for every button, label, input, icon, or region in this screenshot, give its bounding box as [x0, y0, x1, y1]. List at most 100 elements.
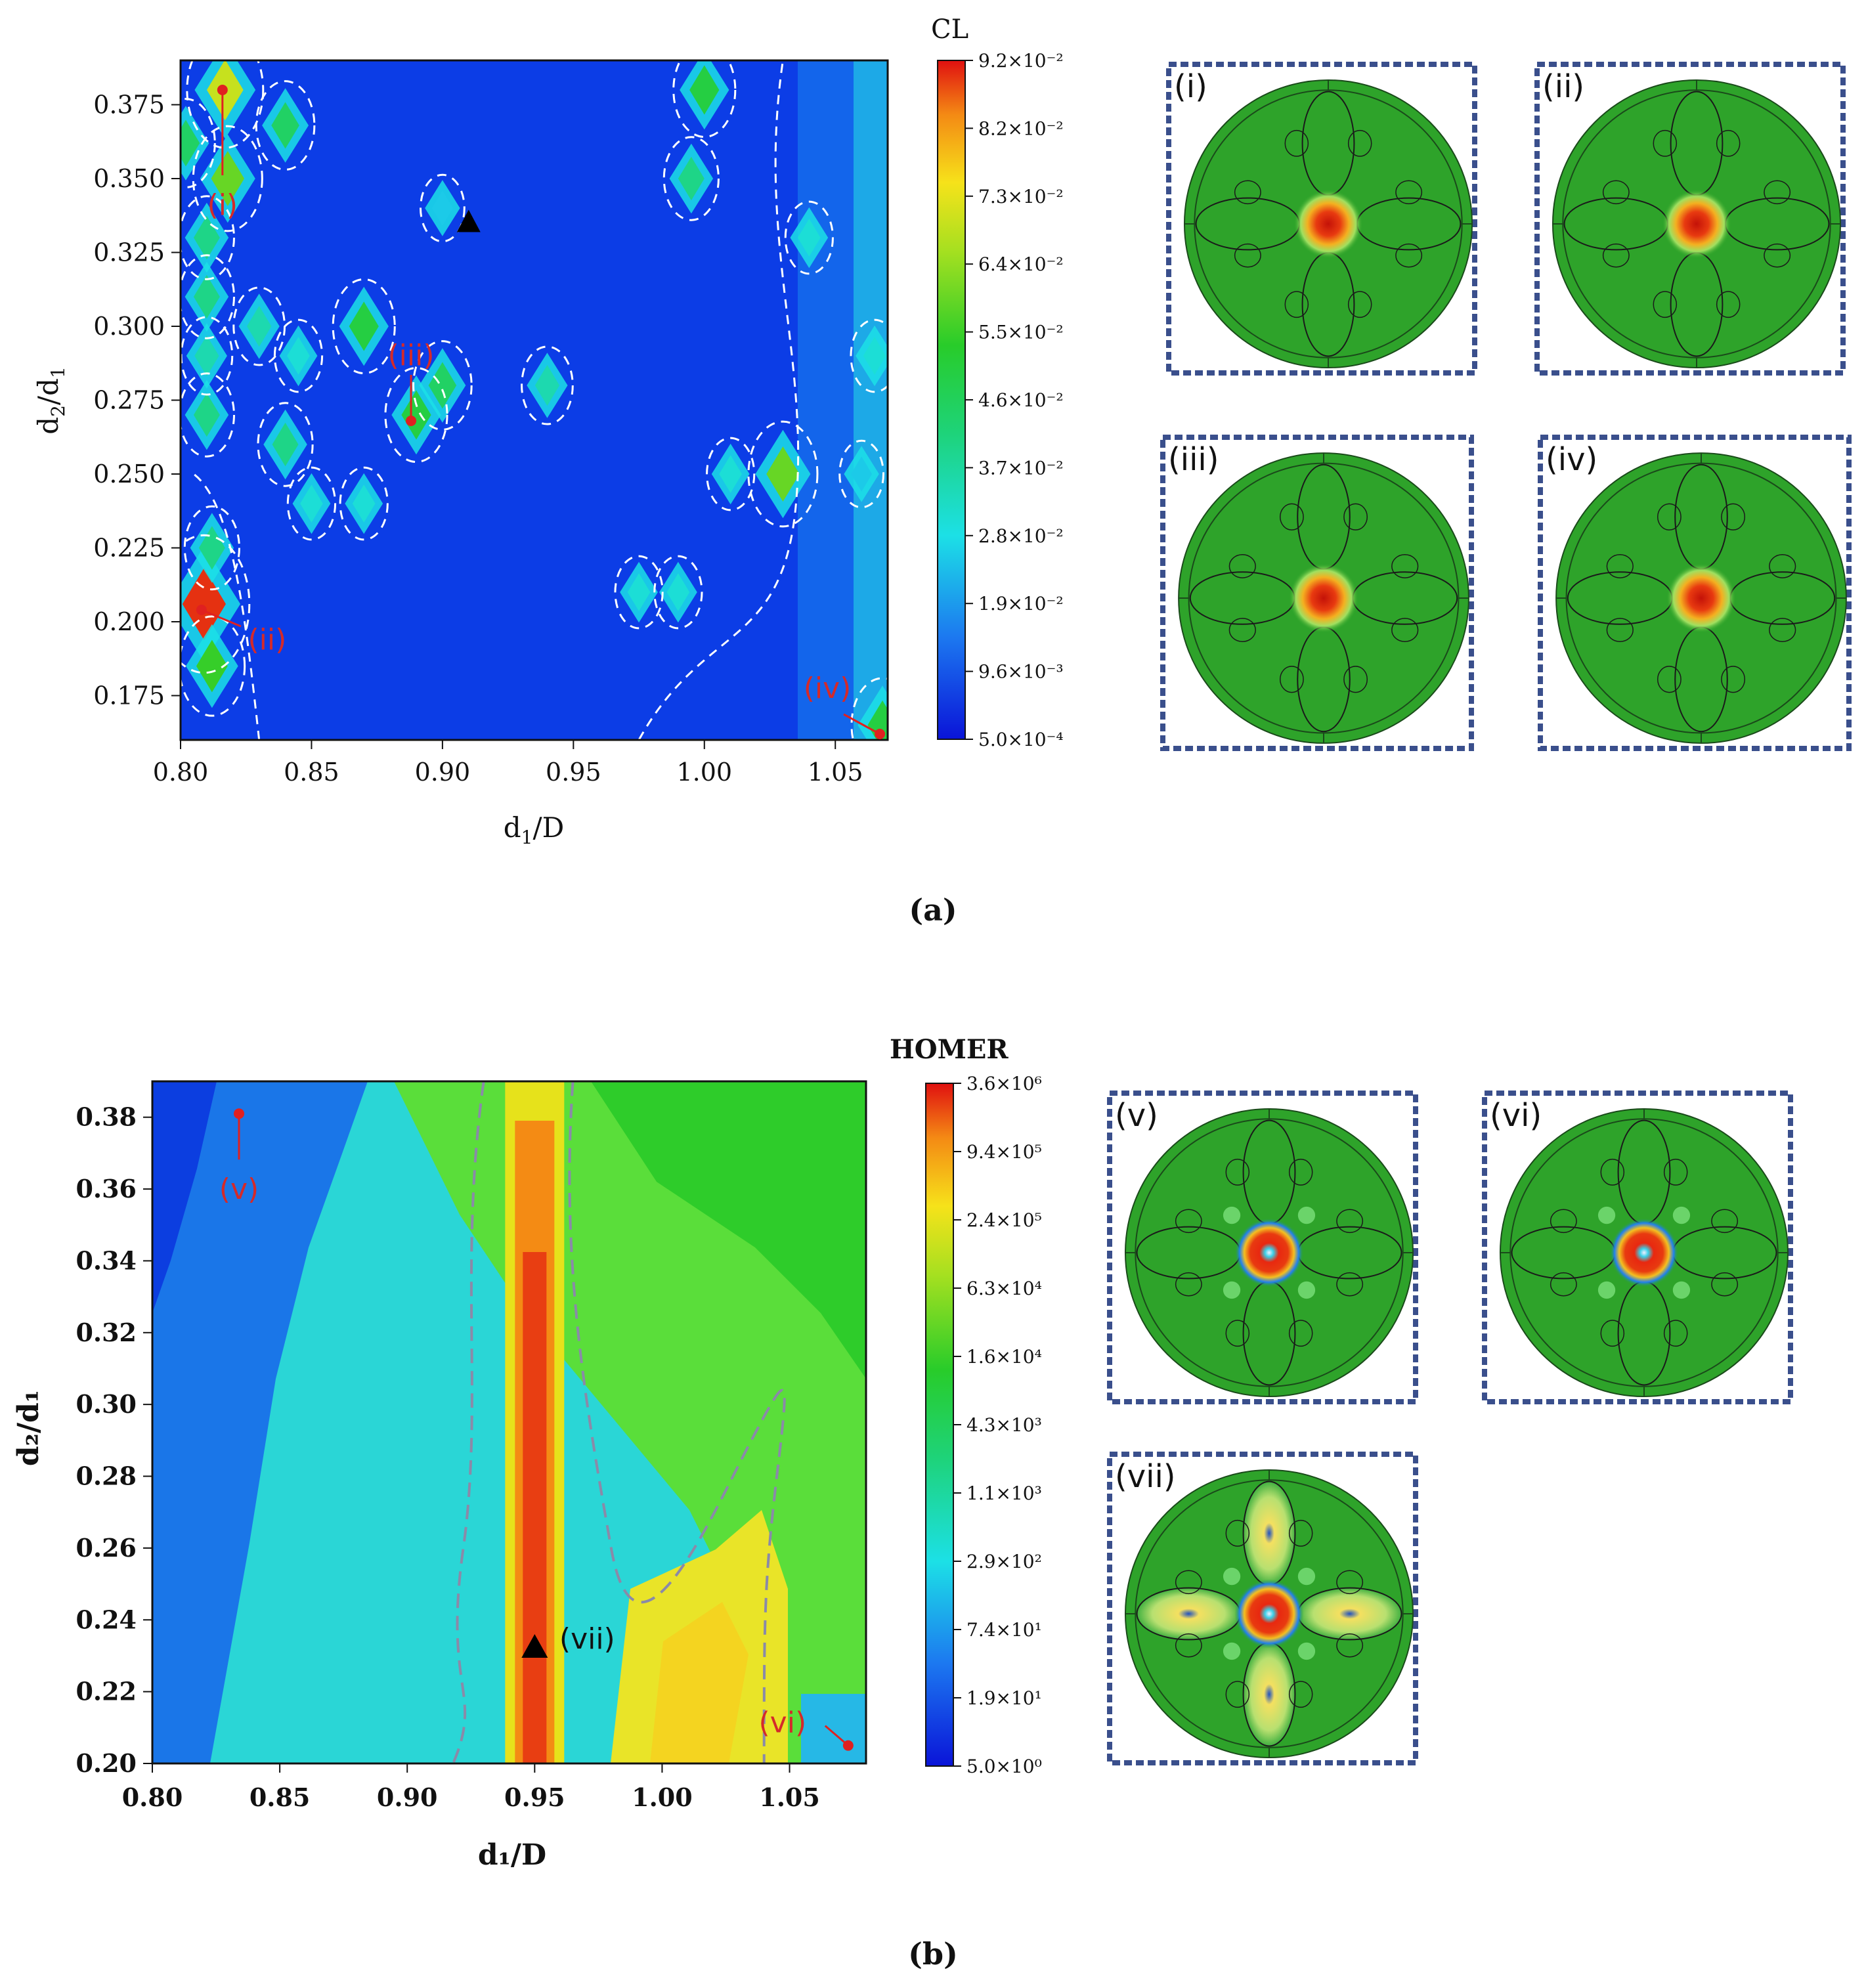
- mode-inset-2: (ii): [1534, 62, 1846, 376]
- colorbar-a-tick-label: 5.0×10⁻⁴: [978, 729, 1064, 750]
- contour-a-22: [653, 555, 703, 630]
- heatmap-b-ridge: [505, 1081, 565, 1763]
- y-tick-label-b: 0.24: [76, 1605, 137, 1634]
- nested-ellipse: [1716, 291, 1741, 318]
- x-axis-a: 0.80 0.85 0.90 0.95 1.00 1.05: [153, 740, 863, 787]
- nested-ellipse: [1711, 1272, 1739, 1297]
- y-axis-label-a: d2/d1: [32, 366, 69, 435]
- nested-ellipse: [1336, 1570, 1364, 1595]
- nested-ellipse: [1175, 1272, 1202, 1297]
- annotation-label-a: (ii): [248, 623, 287, 657]
- nested-ellipse: [1288, 1320, 1313, 1347]
- nested-ellipse: [1279, 666, 1304, 693]
- annotation-arrow-a: [843, 713, 880, 735]
- nested-ellipse: [1602, 243, 1630, 268]
- contour-a-26: [747, 420, 819, 528]
- nested-ellipse: [1225, 1519, 1250, 1547]
- colorbar-a-tick-label: 6.4×10⁻²: [978, 253, 1064, 275]
- nested-ellipse: [1175, 1633, 1202, 1658]
- y-tick-label-b: 0.28: [76, 1461, 137, 1491]
- nested-ellipse: [1336, 1272, 1364, 1297]
- y-tick-label-b: 0.36: [76, 1174, 137, 1203]
- inset-label: (i): [1174, 68, 1207, 105]
- mode-inset-6: (vi): [1482, 1091, 1793, 1404]
- y-tick-label-b: 0.22: [76, 1677, 137, 1706]
- mode-inset-3: (iii): [1160, 435, 1474, 751]
- hotspot-a-28: [851, 456, 873, 492]
- nested-ellipse: [1769, 618, 1796, 643]
- x-tick-label-a: 1.05: [808, 758, 863, 787]
- hotspot-a-2: [211, 150, 245, 207]
- hotspot-a-18: [182, 567, 226, 641]
- y-tick-label-a: 0.250: [93, 460, 165, 488]
- mode-side-lobe: [1597, 1281, 1616, 1299]
- colorbar-a-tick-label: 7.3×10⁻²: [978, 186, 1064, 207]
- nested-ellipse: [1653, 291, 1678, 318]
- colorbar-b-tick-label: 2.4×10⁵: [966, 1209, 1042, 1231]
- mode-side-lobe: [1297, 1567, 1316, 1586]
- caption-b: (b): [908, 1936, 958, 1972]
- hotspot-a-25: [719, 455, 743, 493]
- nested-ellipse: [1225, 1158, 1250, 1186]
- x-tick-label-b: 0.95: [504, 1783, 565, 1812]
- hotspot-a-1: [181, 119, 200, 167]
- contour-a-3: [255, 80, 316, 171]
- colorbar-b-tick-label: 3.6×10⁶: [966, 1073, 1042, 1094]
- y-tick-label-a: 0.200: [93, 607, 165, 636]
- heatmap-a-hotspots: [181, 60, 888, 740]
- plot-frame-b: [151, 1080, 867, 1765]
- y-tick-label-a: 0.350: [93, 164, 165, 193]
- chart-b: 0.80 0.85 0.90 0.95 1.00 1.05 0.200.220.240.2…: [12, 1080, 867, 1872]
- nested-ellipse: [1347, 291, 1372, 318]
- nested-ellipse: [1653, 129, 1678, 157]
- colorbar-a: CL 9.2×10⁻² 8.2×10⁻² 7.3×10⁻² 6.4×10⁻² 5.5×1…: [931, 14, 1064, 750]
- contour-a-17: [521, 345, 574, 425]
- colorbar-b-tick-label: 7.4×10¹: [966, 1619, 1042, 1641]
- hotspot-a-10: [287, 337, 310, 375]
- mode-side-lobe: [1223, 1206, 1241, 1224]
- colorbar-a-tick-label: 5.5×10⁻²: [978, 322, 1064, 343]
- contour-a-10: [273, 318, 324, 393]
- contour-a-11: [332, 278, 396, 375]
- contour-a-16: [420, 173, 466, 243]
- hotspot-a-17: [534, 364, 560, 406]
- hotspot-a-12: [401, 390, 431, 440]
- contour-a-27: [784, 200, 834, 275]
- nested-ellipse: [1288, 1681, 1313, 1708]
- ridge-b-peak: [523, 1252, 547, 1763]
- contour-a-18: [181, 534, 251, 674]
- contour-a-28: [838, 439, 884, 509]
- nested-ellipse: [1550, 1209, 1577, 1234]
- inset-label: (iii): [1168, 441, 1219, 478]
- y-axis-b: 0.20 0.22 0.24 0.26 0.28 0.30 0.32 0.34 0.36 0.38: [76, 1102, 152, 1778]
- colorbar-a-ticks: 9.2×10⁻² 8.2×10⁻² 7.3×10⁻² 6.4×10⁻² 5.5×10⁻²…: [965, 50, 1064, 750]
- contour-a-21: [614, 555, 664, 630]
- hotspot-a-24: [678, 156, 705, 201]
- colorbar-b-tick-label: 6.3×10⁴: [966, 1278, 1042, 1299]
- mode-side-lobe: [1597, 1206, 1616, 1224]
- nested-ellipse: [1225, 1681, 1250, 1708]
- contour-a-5: [181, 254, 235, 339]
- nested-ellipse: [1657, 503, 1682, 530]
- contour-a-25: [706, 437, 756, 511]
- hotspot-a-3: [271, 102, 299, 149]
- contour-a-20: [183, 505, 240, 591]
- contour-a-right: [638, 60, 800, 740]
- nested-ellipse: [1343, 666, 1368, 693]
- hotspot-a-23: [689, 65, 720, 115]
- nested-ellipse: [1228, 618, 1256, 643]
- colorbar-b-tick-label: 4.3×10³: [966, 1414, 1042, 1436]
- x-tick-label-a: 0.95: [546, 758, 601, 787]
- nested-ellipse: [1234, 243, 1261, 268]
- colorbar-b-tick-label: 9.4×10⁵: [966, 1141, 1042, 1163]
- y-tick-label-a: 0.175: [93, 681, 165, 710]
- inset-label: (ii): [1542, 68, 1584, 105]
- inset-label: (v): [1115, 1097, 1158, 1134]
- x-tick-label-b: 1.00: [632, 1783, 693, 1812]
- annotation-label-b: (v): [219, 1173, 259, 1206]
- hotspot-a-21: [627, 573, 651, 611]
- nested-ellipse: [1288, 1519, 1313, 1547]
- colorbar-a-tick-label: 2.8×10⁻²: [978, 525, 1064, 547]
- mode-side-lobe: [1223, 1642, 1241, 1660]
